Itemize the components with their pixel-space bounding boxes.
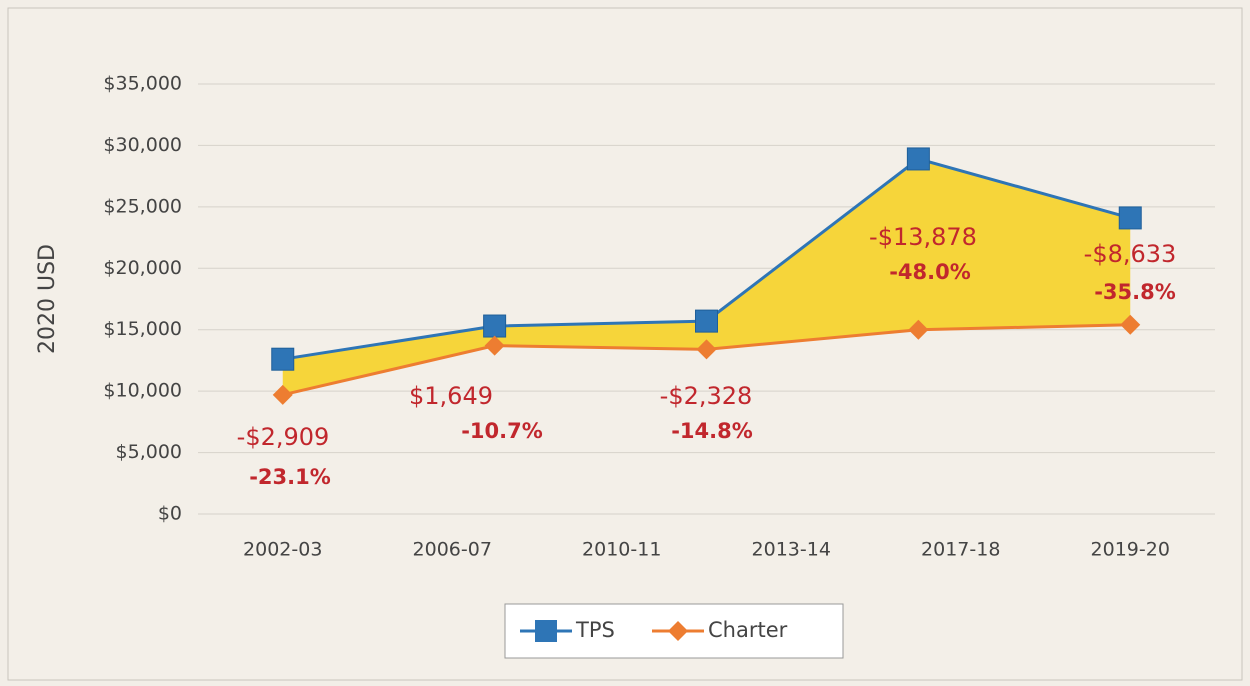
annotation-amount: -$13,878	[869, 223, 977, 251]
legend-label: Charter	[708, 618, 788, 642]
y-tick-label: $5,000	[116, 441, 182, 463]
marker	[1118, 206, 1142, 230]
marker	[696, 339, 717, 360]
x-tick-label: 2013-14	[752, 539, 831, 561]
annotation-percent: -35.8%	[1094, 280, 1176, 304]
marker	[484, 335, 505, 356]
legend-marker	[668, 621, 688, 641]
marker	[483, 314, 507, 338]
x-tick-label: 2017-18	[921, 539, 1000, 561]
annotation-amount: -$2,328	[660, 382, 753, 410]
y-tick-label: $35,000	[103, 73, 182, 95]
x-tick-label: 2010-11	[582, 539, 661, 561]
x-tick-label: 2019-20	[1091, 539, 1170, 561]
marker	[1120, 314, 1141, 335]
legend-label: TPS	[575, 618, 615, 642]
y-tick-label: $20,000	[103, 257, 182, 279]
annotation-percent: -23.1%	[249, 465, 331, 489]
annotation-percent: -10.7%	[461, 419, 543, 443]
annotation-amount: $1,649	[409, 382, 493, 410]
marker	[906, 147, 930, 171]
marker	[271, 347, 295, 371]
annotation-amount: -$2,909	[237, 423, 330, 451]
y-tick-label: $25,000	[103, 195, 182, 217]
annotation-percent: -14.8%	[671, 419, 753, 443]
annotation-percent: -48.0%	[889, 260, 971, 284]
y-tick-label: $0	[158, 503, 182, 525]
marker	[908, 319, 929, 340]
x-tick-label: 2006-07	[413, 539, 492, 561]
marker	[695, 309, 718, 333]
y-tick-label: $30,000	[103, 134, 182, 156]
y-tick-label: $10,000	[103, 380, 182, 402]
y-tick-label: $15,000	[103, 318, 182, 340]
legend-marker	[535, 620, 557, 642]
annotation-amount: -$8,633	[1084, 240, 1177, 268]
x-tick-label: 2002-03	[243, 539, 322, 561]
y-axis-label: 2020 USD	[35, 244, 60, 354]
marker	[272, 384, 293, 405]
